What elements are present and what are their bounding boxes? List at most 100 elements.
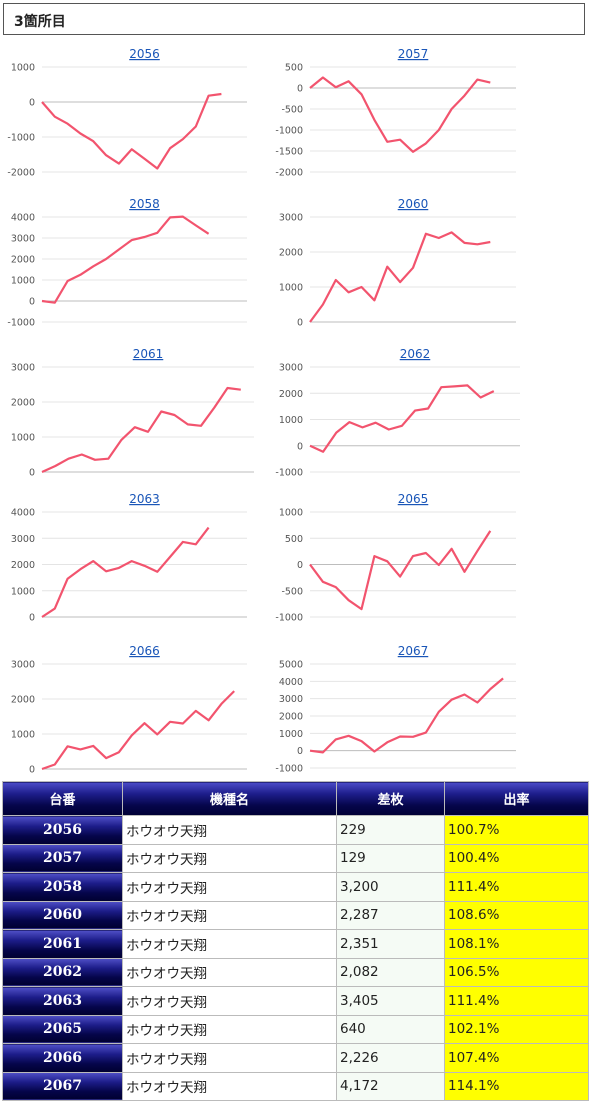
model-name-cell: ホウオウ天翔: [122, 1043, 337, 1073]
y-tick-label: -1000: [275, 764, 303, 775]
y-tick-label: 500: [285, 63, 303, 74]
payout-rate-cell: 108.1%: [444, 929, 589, 959]
chart-title-link[interactable]: 2065: [398, 492, 429, 506]
difference-cell: 4,172: [336, 1071, 445, 1101]
model-name-cell: ホウオウ天翔: [122, 929, 337, 959]
machine-number-cell: 2060: [2, 900, 123, 930]
chart-2067: 2067 5000 4000 3000 2000 1000 0 -1000: [270, 641, 561, 791]
model-name-cell: ホウオウ天翔: [122, 900, 337, 930]
table-row: 2058 ホウオウ天翔 3,200 111.4%: [2, 872, 589, 902]
y-tick-label: -1000: [275, 613, 303, 624]
y-tick-label: 0: [297, 84, 303, 95]
table-row: 2062 ホウオウ天翔 2,082 106.5%: [2, 957, 589, 987]
y-tick-label: 0: [29, 98, 35, 109]
y-tick-label: 0: [29, 613, 35, 624]
y-tick-label: 0: [297, 441, 303, 452]
payout-rate-cell: 111.4%: [444, 872, 589, 902]
y-tick-label: 0: [29, 765, 35, 776]
y-tick-label: 3000: [11, 363, 35, 374]
series-line: [41, 526, 210, 618]
machine-table: 台番 機種名 差枚 出率 2056 ホウオウ天翔 229 100.7% 2057 ホウオウ…: [2, 781, 589, 1101]
series-line: [309, 677, 504, 754]
y-tick-label: -500: [281, 586, 303, 597]
machine-number-cell: 2057: [2, 843, 123, 873]
y-tick-label: -1000: [7, 318, 35, 329]
difference-cell: 2,351: [336, 929, 445, 959]
chart-svg: 2067 5000 4000 3000 2000 1000 0 -1000: [275, 644, 516, 775]
machine-number-cell: 2062: [2, 957, 123, 987]
payout-rate-cell: 114.1%: [444, 1071, 589, 1101]
chart-2066: 2066 3000 2000 1000 0: [2, 641, 293, 791]
model-name-cell: ホウオウ天翔: [122, 843, 337, 873]
chart-title-link[interactable]: 2066: [129, 644, 160, 658]
y-tick-label: 1000: [279, 415, 303, 426]
y-tick-label: 2000: [279, 248, 303, 259]
chart-2060: 2060 3000 2000 1000 0: [270, 194, 561, 344]
y-tick-label: -1000: [275, 126, 303, 137]
difference-cell: 2,287: [336, 900, 445, 930]
payout-rate-cell: 106.5%: [444, 957, 589, 987]
col-header-machine-number: 台番: [2, 781, 123, 816]
section-title: 3箇所目: [14, 14, 66, 30]
machine-number-cell: 2061: [2, 929, 123, 959]
chart-svg: 2063 4000 3000 2000 1000 0: [11, 492, 247, 624]
y-tick-label: 3000: [11, 534, 35, 545]
chart-2061: 2061 3000 2000 1000 0: [2, 344, 293, 494]
series-line: [41, 690, 235, 771]
chart-svg: 2062 3000 2000 1000 0 -1000: [275, 347, 520, 479]
machine-number-cell: 2065: [2, 1014, 123, 1044]
series-line: [309, 530, 492, 611]
chart-title-link[interactable]: 2057: [398, 47, 429, 61]
chart-svg: 2065 1000 500 0 -500 -1000: [275, 492, 516, 624]
chart-svg: 2056 1000 0 -1000 -2000: [7, 47, 247, 179]
machine-number-cell: 2063: [2, 986, 123, 1016]
model-name-cell: ホウオウ天翔: [122, 1071, 337, 1101]
section-header: 3箇所目: [3, 3, 585, 35]
difference-cell: 3,405: [336, 986, 445, 1016]
y-tick-label: 3000: [11, 660, 35, 671]
chart-title-link[interactable]: 2063: [129, 492, 160, 506]
y-tick-label: 500: [285, 534, 303, 545]
y-tick-label: 3000: [279, 363, 303, 374]
table-row: 2060 ホウオウ天翔 2,287 108.6%: [2, 900, 589, 930]
y-tick-label: 2000: [11, 560, 35, 571]
table-row: 2067 ホウオウ天翔 4,172 114.1%: [2, 1071, 589, 1101]
machine-number-cell: 2058: [2, 872, 123, 902]
y-tick-label: -2000: [275, 168, 303, 179]
chart-2063: 2063 4000 3000 2000 1000 0: [2, 489, 293, 639]
series-line: [41, 215, 210, 304]
chart-2065: 2065 1000 500 0 -500 -1000: [270, 489, 561, 639]
chart-title-link[interactable]: 2062: [400, 347, 431, 361]
chart-title-link[interactable]: 2060: [398, 197, 429, 211]
chart-title-link[interactable]: 2058: [129, 197, 160, 211]
table-row: 2057 ホウオウ天翔 129 100.4%: [2, 843, 589, 873]
table-row: 2065 ホウオウ天翔 640 102.1%: [2, 1014, 589, 1044]
y-tick-label: -1500: [275, 147, 303, 158]
y-tick-label: 3000: [279, 213, 303, 224]
payout-rate-cell: 100.7%: [444, 815, 589, 845]
series-line: [41, 92, 222, 170]
payout-rate-cell: 102.1%: [444, 1014, 589, 1044]
y-tick-label: 5000: [279, 660, 303, 671]
y-tick-label: 0: [297, 746, 303, 757]
chart-title-link[interactable]: 2056: [129, 47, 160, 61]
chart-title-link[interactable]: 2067: [398, 644, 429, 658]
table-row: 2066 ホウオウ天翔 2,226 107.4%: [2, 1043, 589, 1073]
model-name-cell: ホウオウ天翔: [122, 872, 337, 902]
y-tick-label: 3000: [11, 234, 35, 245]
chart-title-link[interactable]: 2061: [133, 347, 164, 361]
y-tick-label: 1000: [11, 276, 35, 287]
y-tick-label: 1000: [11, 433, 35, 444]
machine-number-cell: 2056: [2, 815, 123, 845]
chart-2056: 2056 1000 0 -1000 -2000: [2, 44, 293, 194]
y-tick-label: 1000: [11, 586, 35, 597]
payout-rate-cell: 111.4%: [444, 986, 589, 1016]
table-row: 2061 ホウオウ天翔 2,351 108.1%: [2, 929, 589, 959]
y-tick-label: 1000: [279, 283, 303, 294]
model-name-cell: ホウオウ天翔: [122, 815, 337, 845]
y-tick-label: 0: [29, 297, 35, 308]
y-tick-label: 0: [29, 468, 35, 479]
y-tick-label: 2000: [11, 695, 35, 706]
y-tick-label: 2000: [11, 255, 35, 266]
y-tick-label: 2000: [11, 398, 35, 409]
